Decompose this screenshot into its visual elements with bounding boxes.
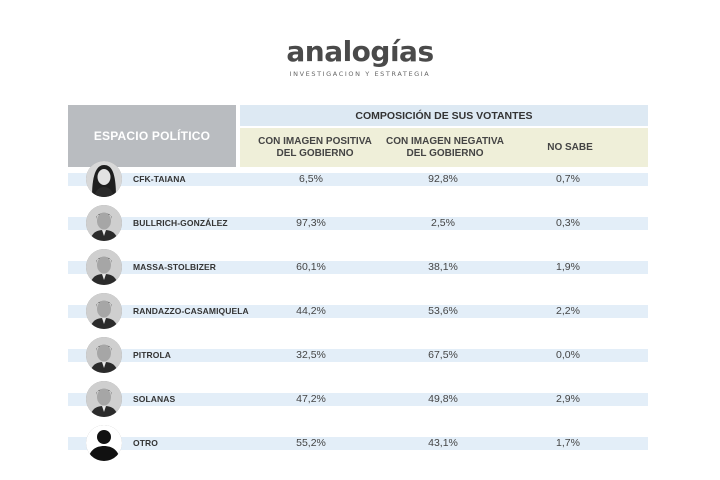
value-positiva: 32,5% [296, 349, 326, 361]
value-no-sabe: 0,0% [556, 349, 580, 361]
table-row: PITROLA 32,5% 67,5% 0,0% [0, 333, 720, 377]
header-composicion: COMPOSICIÓN DE SUS VOTANTES [240, 105, 648, 126]
value-negativa: 38,1% [428, 261, 458, 273]
value-positiva: 97,3% [296, 217, 326, 229]
value-positiva: 60,1% [296, 261, 326, 273]
candidate-avatar [86, 293, 122, 329]
candidate-avatar [86, 249, 122, 285]
candidate-name: MASSA-STOLBIZER [133, 262, 217, 272]
table-row: BULLRICH-GONZÁLEZ 97,3% 2,5% 0,3% [0, 201, 720, 245]
table-row: SOLANAS 47,2% 49,8% 2,9% [0, 377, 720, 421]
table-row: RANDAZZO-CASAMIQUELA 44,2% 53,6% 2,2% [0, 289, 720, 333]
candidate-name: RANDAZZO-CASAMIQUELA [133, 306, 249, 316]
column-header-no-sabe: NO SABE [547, 141, 593, 153]
row-band [68, 305, 648, 318]
value-no-sabe: 0,3% [556, 217, 580, 229]
column-header-positiva: CON IMAGEN POSITIVA DEL GOBIERNO [258, 135, 372, 159]
row-band [68, 393, 648, 406]
table-row: CFK-TAIANA 6,5% 92,8% 0,7% [0, 157, 720, 201]
candidate-name: BULLRICH-GONZÁLEZ [133, 218, 228, 228]
row-band [68, 437, 648, 450]
value-negativa: 43,1% [428, 437, 458, 449]
column-header-negativa: CON IMAGEN NEGATIVA DEL GOBIERNO [386, 135, 504, 159]
value-no-sabe: 2,2% [556, 305, 580, 317]
table-row: OTRO 55,2% 43,1% 1,7% [0, 421, 720, 465]
row-band [68, 349, 648, 362]
candidate-avatar [86, 381, 122, 417]
candidate-avatar [86, 161, 122, 197]
candidate-name: CFK-TAIANA [133, 174, 186, 184]
value-negativa: 2,5% [431, 217, 455, 229]
table-row: MASSA-STOLBIZER 60,1% 38,1% 1,9% [0, 245, 720, 289]
logo: analogías INVESTIGACION Y ESTRATEGIA [0, 35, 720, 79]
candidate-avatar [86, 337, 122, 373]
value-positiva: 47,2% [296, 393, 326, 405]
logo-tagline: INVESTIGACION Y ESTRATEGIA [289, 70, 431, 78]
value-no-sabe: 1,7% [556, 437, 580, 449]
value-negativa: 67,5% [428, 349, 458, 361]
value-positiva: 6,5% [299, 173, 323, 185]
value-negativa: 53,6% [428, 305, 458, 317]
header-espacio-politico: ESPACIO POLÍTICO [68, 105, 236, 167]
value-positiva: 55,2% [296, 437, 326, 449]
value-negativa: 92,8% [428, 173, 458, 185]
value-positiva: 44,2% [296, 305, 326, 317]
candidate-name: SOLANAS [133, 394, 176, 404]
candidate-name: PITROLA [133, 350, 172, 360]
logo-wordmark: analogías [286, 35, 434, 68]
candidate-avatar [86, 205, 122, 241]
column-headers: CON IMAGEN POSITIVA DEL GOBIERNO CON IMAG… [240, 128, 648, 167]
value-no-sabe: 0,7% [556, 173, 580, 185]
value-no-sabe: 1,9% [556, 261, 580, 273]
row-band [68, 173, 648, 186]
value-no-sabe: 2,9% [556, 393, 580, 405]
value-negativa: 49,8% [428, 393, 458, 405]
row-band [68, 217, 648, 230]
candidate-name: OTRO [133, 438, 158, 448]
candidate-avatar [86, 425, 122, 461]
row-band [68, 261, 648, 274]
